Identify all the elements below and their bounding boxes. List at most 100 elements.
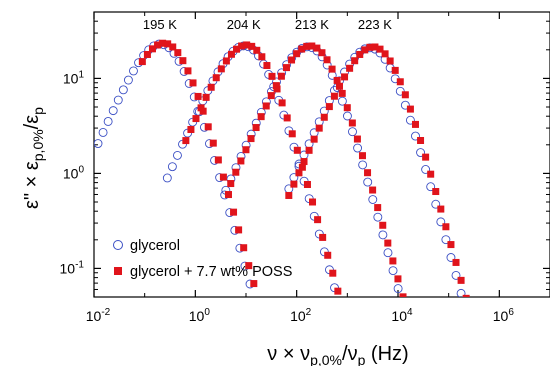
poss-point [386,57,394,65]
glycerol-point [129,66,138,76]
poss-point [417,136,425,144]
poss-point [381,50,389,58]
poss-point [341,73,349,81]
poss-point [238,42,246,50]
poss-point [184,67,192,75]
poss-point [293,50,301,58]
glycerol-point [426,182,436,192]
temperature-label: 223 K [358,17,392,32]
glycerol-point [451,270,461,280]
poss-point [148,45,156,53]
poss-point [305,146,313,154]
poss-point [457,276,465,284]
poss-point [391,66,399,74]
poss-point [247,135,255,143]
poss-point [361,46,369,54]
poss-point [262,102,270,110]
poss-point [182,137,190,145]
poss-point [348,119,356,127]
poss-point [314,216,322,224]
glycerol-point [162,173,172,183]
poss-point [315,124,323,132]
poss-point [351,57,359,65]
poss-point [401,91,409,99]
poss-point [214,156,222,164]
poss-point [222,57,230,65]
x-tick-label: 100 [189,307,211,324]
legend-label-glycerol: glycerol [130,238,180,254]
poss-point [235,226,243,234]
glycerol-point [123,75,133,85]
poss-point [293,146,301,154]
poss-point [406,105,414,113]
glycerol-point [421,165,431,174]
poss-point [267,92,275,100]
poss-point [232,168,240,176]
poss-point [308,42,316,50]
poss-point [283,114,291,122]
y-tick-label: 101 [63,69,85,86]
poss-point [207,83,215,91]
poss-point [189,79,197,87]
poss-point [169,43,177,51]
poss-point [212,74,220,82]
glycerol-point [98,127,108,137]
glycerol-point [173,150,182,160]
x-tick-label: 102 [290,307,312,324]
poss-point [319,233,327,241]
glycerol-point [108,106,118,116]
plot-frame [93,11,550,298]
x-tick-label: 104 [391,307,413,324]
temperature-label: 213 K [295,17,329,32]
glycerol-point [378,230,388,240]
poss-point [324,251,332,259]
poss-point [298,45,306,53]
glycerol-point [393,284,403,294]
poss-point [227,50,235,58]
poss-point [303,180,311,188]
glycerol-point [363,177,373,187]
poss-point [179,57,187,65]
temperature-annotations: 195 K 204 K 213 K 223 K [143,17,392,32]
poss-point [379,221,387,229]
poss-point [164,40,172,48]
poss-point [298,163,306,171]
poss-point [462,294,470,297]
glycerol-point [251,298,259,306]
glycerol-point [400,100,410,110]
glycerol-point [456,288,466,297]
poss-point [197,104,205,112]
poss-point [252,124,260,132]
poss-point [411,120,419,128]
legend-square-marker [114,267,122,275]
glycerol-point [337,96,347,106]
poss-point [310,135,318,143]
poss-point [257,113,265,121]
glycerol-point [368,195,378,204]
poss-point [389,257,397,265]
poss-point [230,208,238,216]
poss-point [353,135,361,143]
poss-point [288,130,296,138]
x-axis-title: ν × νp,0%/νp (Hz) [267,343,408,366]
glycerol-point [373,212,383,222]
poss-point [290,180,298,188]
poss-point [330,92,338,100]
poss-point [309,198,317,206]
poss-point [394,275,402,283]
poss-point [174,49,182,57]
poss-point [346,64,354,72]
poss-point [376,45,384,53]
glycerol-point [441,235,451,245]
poss-point [320,113,328,121]
poss-point [242,146,250,154]
glycerol-point [336,302,344,310]
poss-point [243,41,251,49]
poss-point [138,58,146,66]
glycerol-point [94,139,103,148]
legend: glycerol glycerol + 7.7 wt% POSS [113,238,292,280]
legend-circle-marker [113,240,123,250]
poss-point [268,72,276,80]
poss-point [338,89,346,97]
y-axis-title: ε" × εp,0%/εp [21,107,46,209]
